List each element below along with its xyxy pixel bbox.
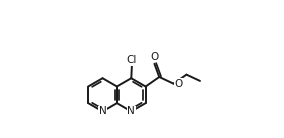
Text: O: O (150, 52, 158, 62)
Text: O: O (174, 79, 182, 89)
Text: Cl: Cl (127, 55, 137, 65)
Text: N: N (128, 106, 135, 116)
Text: N: N (99, 106, 106, 116)
